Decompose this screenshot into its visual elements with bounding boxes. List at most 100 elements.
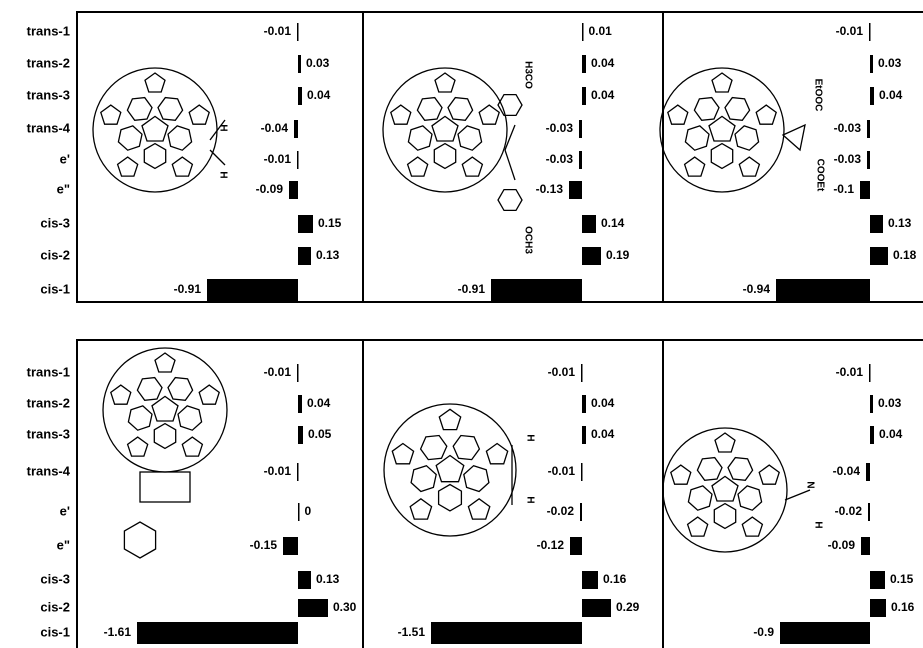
- annotation: H: [524, 434, 535, 441]
- bar: [297, 23, 299, 41]
- molecule-ring: [145, 73, 165, 92]
- molecule-outline: [93, 68, 217, 192]
- value-label: 0.15: [890, 572, 914, 586]
- molecule-ring: [728, 458, 753, 481]
- value-label: 0.04: [591, 427, 615, 441]
- bar: [289, 181, 298, 199]
- value-label: -0.03: [834, 152, 862, 166]
- molecule-ring: [434, 144, 455, 169]
- value-label: 0.13: [316, 572, 340, 586]
- molecule-ring: [128, 437, 148, 456]
- bar: [581, 364, 583, 382]
- molecule-outline: [383, 68, 507, 192]
- bar: [867, 120, 870, 138]
- molecule-ring: [462, 157, 482, 176]
- category-label: e': [60, 503, 70, 518]
- value-label: -1.61: [104, 625, 132, 639]
- value-label: -1.51: [398, 625, 426, 639]
- bar: [870, 599, 886, 617]
- value-label: -0.01: [836, 365, 864, 379]
- bar: [870, 55, 873, 73]
- molecule-ring: [182, 437, 202, 456]
- molecule-ring: [448, 98, 473, 121]
- molecule-outline: [663, 428, 787, 552]
- value-label: 0.04: [307, 88, 331, 102]
- bar: [581, 463, 583, 481]
- value-label: 0.01: [589, 24, 613, 38]
- bar: [569, 181, 582, 199]
- molecule-ring: [124, 522, 155, 558]
- molecule-ring: [498, 190, 522, 211]
- value-label: -0.02: [835, 504, 863, 518]
- molecule-bond: [785, 490, 810, 500]
- molecule-ring: [432, 116, 458, 141]
- category-label: trans-1: [27, 23, 70, 38]
- bar: [298, 571, 311, 589]
- molecule-ring: [486, 444, 507, 464]
- value-label: 0.03: [306, 56, 330, 70]
- value-label: -0.01: [836, 24, 864, 38]
- annotation: EtOOC: [812, 79, 823, 112]
- molecule-ring: [101, 105, 121, 124]
- value-label: -0.1: [833, 182, 854, 196]
- bar: [298, 599, 328, 617]
- bar: [582, 23, 584, 41]
- bar: [582, 426, 586, 444]
- bar: [298, 87, 302, 105]
- molecule-ring: [458, 126, 482, 150]
- molecule-ring: [435, 73, 455, 92]
- molecule-outline: [660, 68, 784, 192]
- value-label: 0.13: [316, 248, 340, 262]
- bar: [780, 622, 870, 644]
- bar: [870, 395, 873, 413]
- value-label: 0.16: [603, 572, 627, 586]
- bar: [298, 503, 300, 521]
- category-label: trans-1: [27, 364, 70, 379]
- molecule-ring: [199, 385, 219, 404]
- molecule-outline: [103, 348, 227, 472]
- molecule-ring: [421, 436, 447, 460]
- figure: trans-1trans-2trans-3trans-4e'e"cis-3cis…: [0, 0, 923, 648]
- value-label: -0.13: [536, 182, 564, 196]
- annotation: H: [217, 124, 228, 131]
- bar: [582, 215, 596, 233]
- value-label: 0.14: [601, 216, 625, 230]
- bar: [870, 215, 883, 233]
- molecule-ring: [127, 98, 152, 121]
- category-label: trans-4: [27, 120, 71, 135]
- value-label: -0.15: [250, 538, 278, 552]
- bar: [579, 151, 582, 169]
- value-label: -0.03: [546, 121, 574, 135]
- value-label: -0.01: [548, 464, 576, 478]
- bar: [207, 279, 298, 301]
- bar: [870, 426, 874, 444]
- bar: [582, 87, 586, 105]
- annotation: N: [804, 481, 815, 488]
- molecule-ring: [392, 444, 413, 464]
- molecule-ring: [783, 125, 805, 150]
- molecule-ring: [410, 499, 431, 519]
- value-label: 0.05: [308, 427, 332, 441]
- bar: [137, 622, 298, 644]
- annotation: OCH3: [522, 226, 533, 254]
- molecule-ring: [738, 486, 762, 510]
- bar: [297, 364, 299, 382]
- annotation: H3CO: [522, 61, 533, 89]
- category-label: trans-2: [27, 395, 70, 410]
- molecule-ring: [712, 476, 738, 501]
- molecule-outline: [384, 404, 516, 536]
- bar: [298, 426, 303, 444]
- molecule-ring: [685, 157, 705, 176]
- category-label: cis-3: [40, 215, 70, 230]
- category-label: cis-2: [40, 247, 70, 262]
- value-label: -0.12: [537, 538, 565, 552]
- molecule-ring: [468, 499, 489, 519]
- annotation: COOEt: [814, 159, 825, 192]
- molecule-ring: [436, 456, 464, 482]
- value-label: 0.04: [591, 56, 615, 70]
- value-label: -0.9: [753, 625, 774, 639]
- value-label: -0.03: [546, 152, 574, 166]
- molecule-ring: [688, 517, 708, 536]
- value-label: -0.01: [264, 464, 292, 478]
- bar: [582, 55, 586, 73]
